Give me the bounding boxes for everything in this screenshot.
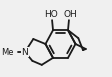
Text: N: N [21, 48, 28, 57]
Text: OH: OH [62, 10, 76, 19]
Text: Me: Me [1, 48, 14, 57]
Text: HO: HO [44, 10, 57, 19]
